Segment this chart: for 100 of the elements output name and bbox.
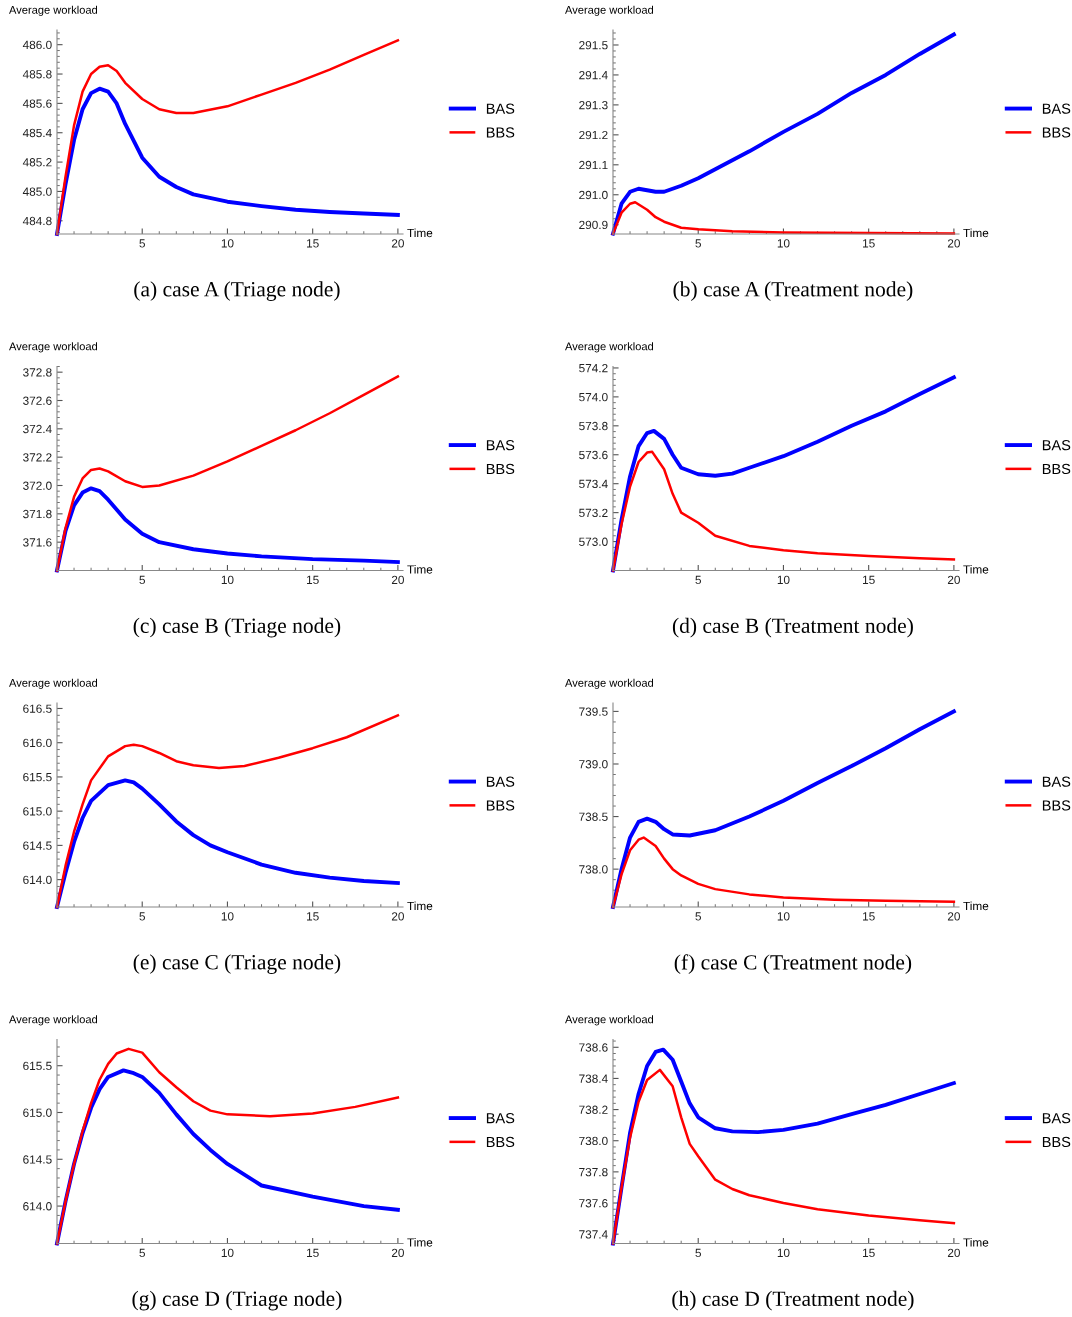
line-series (611, 450, 956, 572)
y-tick-label: 615.0 (23, 807, 52, 816)
legend-label: BBS (1042, 127, 1071, 138)
x-tick-label: 15 (307, 575, 319, 585)
line-series (611, 201, 956, 235)
y-tick-label: 614.5 (23, 1155, 52, 1164)
y-axis-title: Average workload (565, 342, 654, 353)
y-tick-label: 372.6 (23, 396, 52, 405)
y-tick-label: 291.5 (579, 41, 608, 50)
y-tick-label: 615.5 (23, 1061, 52, 1071)
x-tick-label: 20 (947, 912, 960, 921)
x-tick-label: 5 (695, 575, 702, 585)
x-tick-label: 10 (777, 239, 790, 248)
x-tick-label: 5 (139, 575, 146, 585)
y-tick-label: 574.2 (579, 363, 608, 373)
y-tick-label: 485.8 (22, 70, 52, 79)
y-tick-label: 290.9 (579, 220, 608, 230)
y-tick-label: 573.4 (579, 479, 608, 489)
y-tick-label: 484.8 (22, 216, 52, 226)
y-tick-label: 616.0 (23, 738, 52, 748)
y-tick-label: 737.4 (579, 1230, 608, 1239)
x-tick-label: 5 (139, 239, 146, 248)
legend-label: BAS (1042, 1112, 1071, 1124)
x-axis-title: Time (407, 228, 433, 238)
x-tick-label: 10 (221, 575, 234, 585)
y-tick-label: 573.2 (579, 508, 608, 518)
x-axis-title: Time (407, 565, 433, 574)
x-tick-label: 15 (863, 912, 875, 921)
x-axis-title: Time (963, 1238, 989, 1247)
x-tick-label: 10 (221, 912, 234, 921)
x-tick-label: 5 (695, 912, 702, 921)
y-tick-label: 371.6 (23, 538, 52, 547)
text: (e) case C (Triage node) (133, 954, 341, 974)
x-axis-title: Time (407, 901, 433, 911)
text: (h) case D (Treatment node) (672, 1290, 914, 1311)
x-tick-label: 20 (391, 575, 404, 585)
y-tick-label: 486.0 (22, 40, 52, 50)
legend-label: BAS (1042, 439, 1071, 451)
y-tick-label: 738.5 (579, 812, 608, 821)
x-tick-label: 10 (777, 575, 790, 585)
y-axis-title: Average workload (565, 678, 654, 689)
y-axis-title: Average workload (9, 678, 98, 689)
legend-label: BAS (1042, 103, 1071, 114)
y-tick-label: 738.2 (579, 1105, 608, 1114)
legend-label: BBS (486, 127, 515, 138)
y-axis-title: Average workload (9, 5, 98, 16)
y-tick-label: 737.6 (579, 1199, 608, 1208)
y-tick-label: 485.2 (22, 158, 52, 167)
y-tick-label: 738.0 (579, 1136, 608, 1146)
y-tick-label: 573.8 (579, 421, 608, 431)
y-tick-label: 615.5 (23, 772, 52, 782)
y-axis-title: Average workload (565, 5, 654, 16)
x-tick-label: 15 (863, 1248, 875, 1258)
text: (d) case B (Treatment node) (672, 617, 913, 638)
x-tick-label: 10 (221, 239, 234, 248)
line-series (611, 836, 956, 909)
y-tick-label: 485.0 (22, 187, 52, 196)
line-series (55, 778, 400, 909)
y-tick-label: 615.0 (23, 1108, 52, 1117)
y-tick-label: 372.2 (23, 453, 52, 462)
text: (c) case B (Triage node) (133, 617, 341, 638)
y-tick-label: 291.4 (579, 70, 608, 80)
x-tick-label: 20 (391, 912, 404, 921)
line-series (55, 375, 400, 572)
y-tick-label: 574.0 (579, 392, 608, 402)
y-axis-title: Average workload (9, 342, 98, 353)
x-tick-label: 20 (391, 1248, 404, 1258)
y-tick-label: 372.4 (23, 424, 52, 434)
x-axis-title: Time (407, 1238, 433, 1247)
y-tick-label: 738.6 (579, 1043, 608, 1052)
legend-label: BBS (1042, 1136, 1071, 1148)
y-tick-label: 573.0 (579, 537, 608, 546)
x-tick-label: 20 (391, 239, 404, 248)
y-tick-label: 739.0 (579, 760, 608, 769)
y-axis-title: Average workload (565, 1015, 654, 1026)
y-tick-label: 614.0 (23, 875, 52, 885)
x-tick-label: 15 (863, 239, 875, 248)
legend-label: BBS (1042, 463, 1071, 475)
x-tick-label: 15 (307, 1248, 319, 1258)
y-tick-label: 485.4 (22, 128, 52, 138)
legend-label: BAS (486, 1112, 515, 1124)
y-tick-label: 485.6 (22, 99, 52, 108)
y-tick-label: 573.6 (579, 450, 608, 460)
x-tick-label: 10 (777, 912, 790, 921)
x-tick-label: 20 (947, 575, 960, 585)
y-tick-label: 616.5 (23, 704, 52, 713)
x-tick-label: 15 (307, 912, 319, 921)
legend-label: BAS (486, 776, 515, 787)
x-axis-title: Time (963, 228, 989, 238)
x-tick-label: 15 (307, 239, 319, 248)
text: (g) case D (Triage node) (132, 1290, 342, 1311)
y-tick-label: 372.0 (23, 481, 52, 490)
y-tick-label: 291.0 (579, 190, 608, 200)
text: (a) case A (Triage node) (134, 281, 340, 301)
y-tick-label: 614.5 (23, 841, 52, 850)
legend-label: BBS (486, 463, 515, 475)
legend-label: BAS (486, 103, 515, 114)
line-series (55, 86, 400, 236)
x-tick-label: 5 (139, 912, 146, 921)
legend-label: BBS (486, 800, 515, 811)
